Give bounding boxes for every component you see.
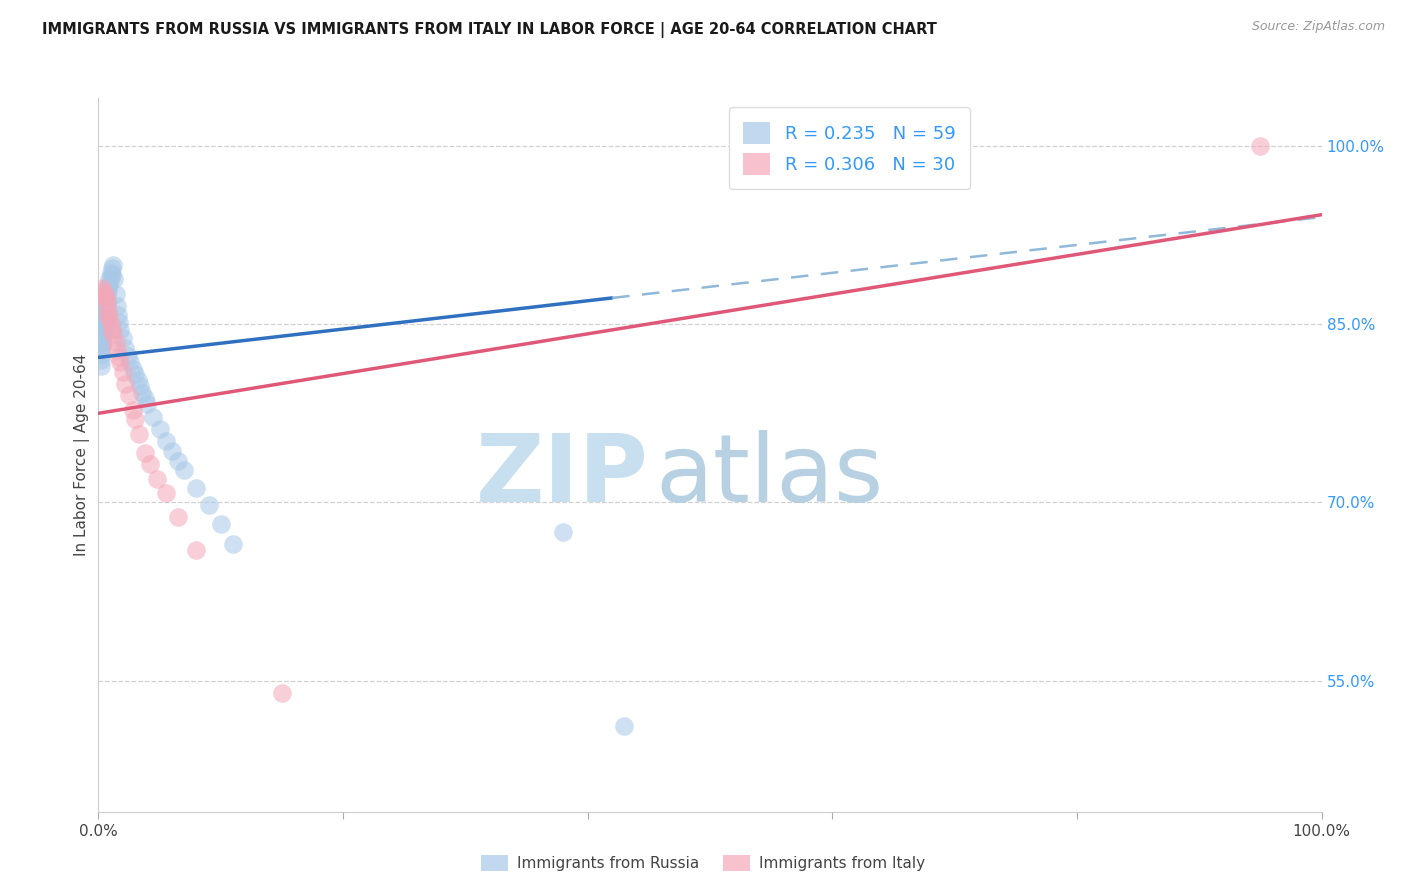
- Point: [155, 486, 177, 500]
- Point: [114, 376, 136, 391]
- Point: [101, 267, 124, 281]
- Point: [100, 317, 122, 331]
- Point: [100, 272, 122, 286]
- Y-axis label: In Labor Force | Age 20-64: In Labor Force | Age 20-64: [75, 354, 90, 556]
- Point: [94, 295, 117, 310]
- Point: [97, 302, 120, 317]
- Point: [93, 323, 115, 337]
- Text: IMMIGRANTS FROM RUSSIA VS IMMIGRANTS FROM ITALY IN LABOR FORCE | AGE 20-64 CORRE: IMMIGRANTS FROM RUSSIA VS IMMIGRANTS FRO…: [42, 22, 936, 38]
- Point: [91, 317, 114, 331]
- Point: [553, 525, 575, 540]
- Point: [117, 349, 139, 363]
- Point: [97, 284, 120, 298]
- Point: [91, 284, 114, 298]
- Point: [134, 445, 156, 459]
- Point: [111, 365, 134, 379]
- Point: [613, 719, 636, 733]
- Point: [124, 367, 146, 381]
- Point: [93, 290, 115, 304]
- Point: [120, 355, 142, 369]
- Point: [105, 343, 128, 358]
- Text: ZIP: ZIP: [477, 430, 648, 523]
- Point: [90, 352, 112, 367]
- Point: [96, 295, 118, 310]
- Point: [110, 323, 132, 337]
- Point: [91, 329, 114, 343]
- Point: [124, 412, 146, 426]
- Point: [131, 386, 153, 401]
- Point: [108, 315, 131, 329]
- Point: [94, 308, 117, 322]
- Point: [1249, 138, 1271, 153]
- Point: [96, 287, 118, 301]
- Point: [91, 334, 114, 349]
- Point: [142, 409, 165, 424]
- Point: [101, 323, 124, 337]
- Point: [222, 537, 245, 551]
- Point: [167, 509, 190, 524]
- Point: [93, 317, 115, 331]
- Point: [90, 359, 112, 373]
- Point: [110, 355, 132, 369]
- Point: [128, 426, 150, 441]
- Text: atlas: atlas: [655, 430, 883, 523]
- Point: [98, 277, 121, 292]
- Point: [173, 463, 195, 477]
- Point: [186, 543, 208, 558]
- Point: [96, 293, 118, 308]
- Point: [209, 516, 232, 531]
- Point: [103, 272, 125, 286]
- Legend: R = 0.235   N = 59, R = 0.306   N = 30: R = 0.235 N = 59, R = 0.306 N = 30: [728, 107, 970, 189]
- Point: [114, 341, 136, 355]
- Point: [101, 326, 124, 341]
- Point: [94, 291, 117, 305]
- Point: [91, 341, 114, 355]
- Point: [111, 331, 134, 345]
- Point: [93, 308, 115, 322]
- Point: [127, 373, 149, 387]
- Point: [149, 422, 172, 436]
- Point: [100, 266, 122, 280]
- Point: [136, 397, 159, 411]
- Point: [101, 258, 124, 272]
- Point: [107, 308, 129, 322]
- Point: [167, 454, 190, 468]
- Point: [197, 498, 219, 512]
- Point: [134, 391, 156, 405]
- Point: [98, 272, 121, 286]
- Point: [139, 458, 162, 472]
- Point: [108, 351, 131, 365]
- Point: [118, 388, 141, 402]
- Point: [104, 287, 127, 301]
- Point: [105, 299, 128, 313]
- Point: [101, 261, 124, 276]
- Text: Source: ZipAtlas.com: Source: ZipAtlas.com: [1251, 20, 1385, 33]
- Point: [160, 444, 183, 458]
- Point: [93, 287, 115, 301]
- Point: [270, 686, 294, 700]
- Point: [93, 311, 115, 326]
- Point: [91, 281, 114, 295]
- Point: [146, 472, 169, 486]
- Point: [98, 311, 121, 326]
- Point: [121, 362, 143, 376]
- Point: [155, 434, 177, 448]
- Point: [97, 279, 120, 293]
- Point: [91, 329, 114, 343]
- Point: [91, 347, 114, 361]
- Point: [121, 402, 143, 417]
- Legend: Immigrants from Russia, Immigrants from Italy: Immigrants from Russia, Immigrants from …: [475, 849, 931, 877]
- Point: [90, 341, 112, 355]
- Point: [186, 481, 208, 495]
- Point: [91, 323, 114, 337]
- Point: [96, 299, 118, 313]
- Point: [94, 301, 117, 316]
- Point: [91, 334, 114, 349]
- Point: [97, 308, 120, 322]
- Point: [104, 334, 127, 349]
- Point: [129, 379, 152, 393]
